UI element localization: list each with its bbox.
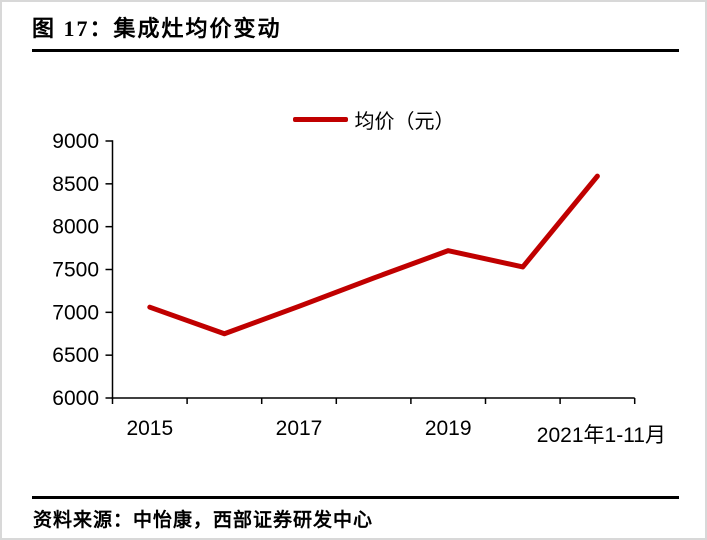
x-tick-label: 2019 (425, 417, 472, 440)
y-tick-label: 6000 (52, 387, 99, 410)
source-note: 资料来源：中怡康，西部证券研发中心 (33, 510, 374, 531)
y-tick-label: 7000 (52, 301, 99, 324)
footer-divider (32, 496, 679, 499)
y-tick-label: 9000 (52, 130, 99, 153)
y-tick-label: 8000 (52, 216, 99, 239)
average-price-series-line (147, 173, 600, 337)
legend-label: 均价（元） (354, 110, 455, 133)
legend-line-marker (292, 116, 348, 122)
y-tick-label: 7500 (52, 259, 99, 282)
x-tick-label: 2015 (126, 417, 173, 440)
figure-title: 图 17：集成灶均价变动 (32, 16, 282, 41)
title-divider (32, 49, 679, 52)
chart-legend: 均价（元） (112, 105, 635, 133)
x-tick-label: 2017 (276, 417, 323, 440)
y-tick-label: 8500 (52, 173, 99, 196)
y-tick-label: 6500 (52, 344, 99, 367)
x-tick-label: 2021年1-11月 (537, 424, 666, 447)
